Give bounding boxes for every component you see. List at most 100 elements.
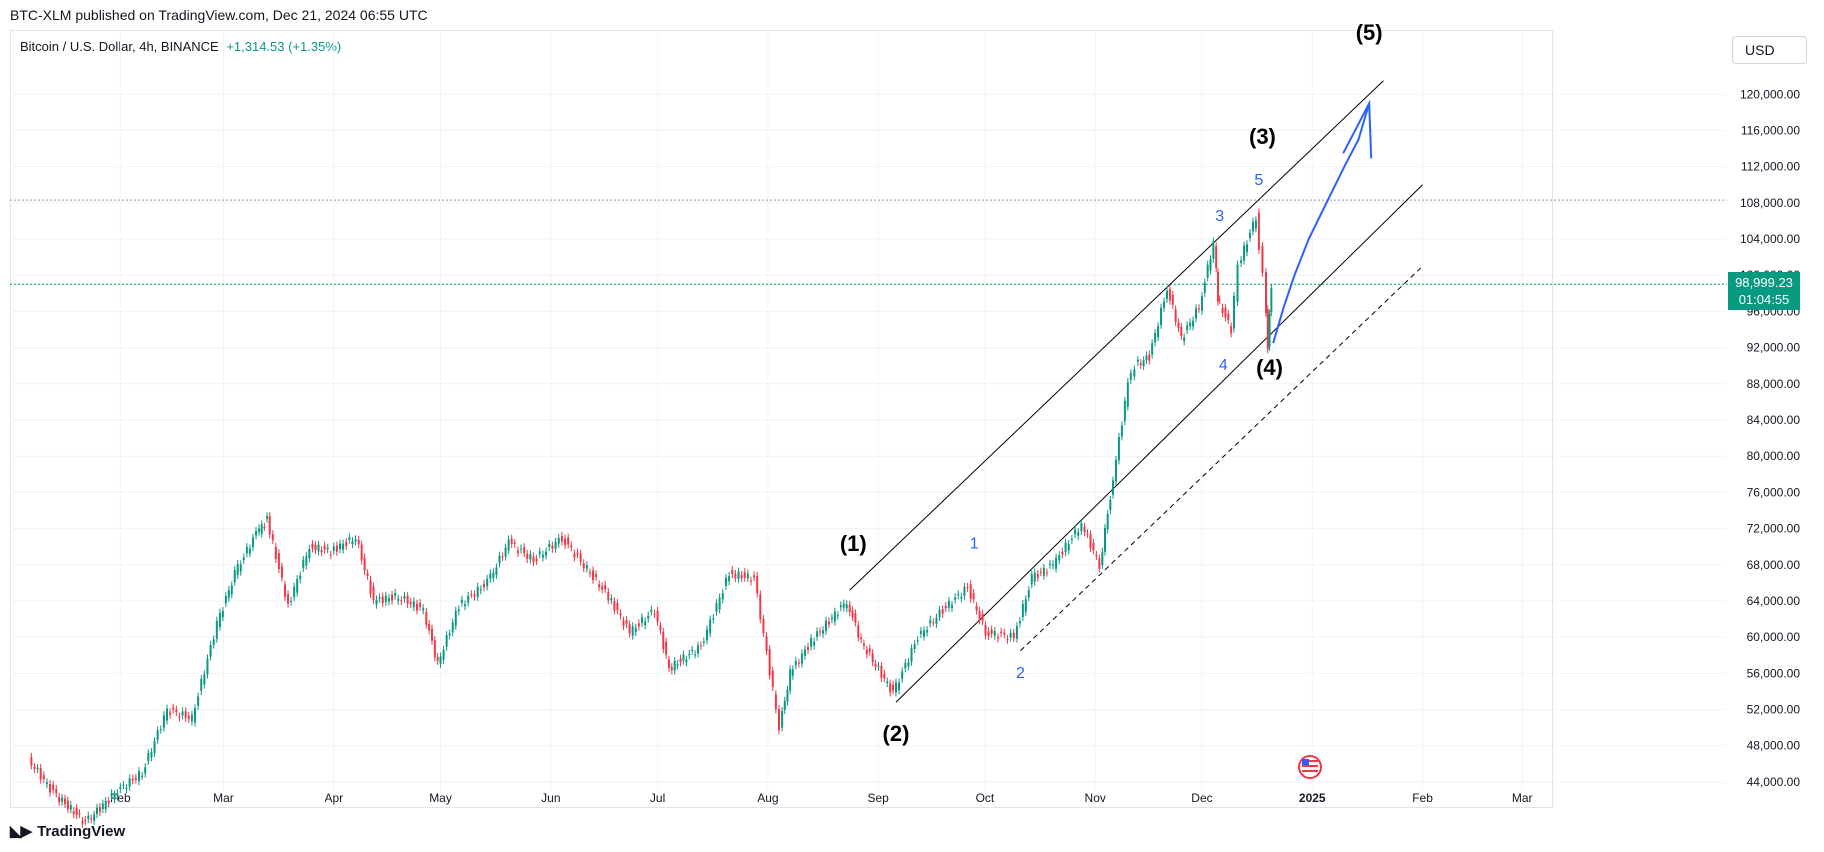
candle-body: [430, 628, 433, 641]
candle-body: [1227, 313, 1230, 320]
candle-body: [756, 575, 759, 594]
candle-body: [1142, 360, 1145, 367]
candle-body: [387, 598, 390, 602]
candle-body: [1163, 301, 1166, 308]
candle-body: [1101, 551, 1104, 566]
tradingview-logo-icon: ◣▶: [10, 823, 32, 840]
candle-body: [483, 583, 486, 588]
candle-body: [172, 707, 175, 710]
y-tick-label: 88,000.00: [1747, 377, 1801, 391]
candle-body: [66, 800, 69, 810]
candle-body: [1246, 244, 1249, 253]
candle-body: [221, 610, 224, 618]
candle-body: [691, 649, 694, 651]
y-tick-label: 72,000.00: [1747, 522, 1801, 536]
candle-body: [1195, 308, 1198, 319]
wave-label: 1: [970, 535, 979, 552]
candle-body: [492, 572, 495, 579]
candle-body: [526, 553, 529, 560]
y-tick-label: 56,000.00: [1747, 666, 1801, 680]
candle-body: [1197, 308, 1200, 310]
candle-body: [523, 547, 526, 553]
symbol-legend[interactable]: Bitcoin / U.S. Dollar, 4h, BINANCE +1,31…: [20, 39, 341, 54]
candle-body: [178, 716, 181, 718]
candle-body: [1133, 369, 1136, 377]
us-flag-event-icon[interactable]: [1298, 755, 1322, 779]
candle-body: [128, 778, 131, 787]
candle-body: [919, 630, 922, 635]
candle-body: [1126, 382, 1129, 407]
candle-body: [954, 597, 957, 600]
currency-button[interactable]: USD: [1732, 36, 1807, 64]
candle-body: [476, 586, 479, 597]
candle-body: [406, 595, 409, 604]
candle-body: [670, 666, 673, 671]
candle-body: [439, 656, 442, 664]
candle-body: [224, 595, 227, 604]
candle-body: [922, 630, 925, 637]
candle-body: [1248, 232, 1251, 238]
candle-body: [728, 575, 731, 582]
y-tick-label: 116,000.00: [1741, 123, 1800, 137]
x-tick-label: Jul: [650, 791, 665, 805]
candle-body: [1036, 573, 1039, 578]
candle-body: [1027, 590, 1030, 598]
candle-body: [116, 793, 119, 797]
candle-body: [1080, 523, 1083, 532]
candle-body: [425, 612, 428, 625]
candle-body: [78, 813, 81, 815]
candle-body: [55, 788, 58, 794]
candle-body: [1064, 542, 1067, 553]
candle-body: [30, 756, 33, 766]
candle-body: [765, 636, 768, 651]
candle-body: [1186, 325, 1189, 331]
candle-body: [1165, 290, 1168, 299]
y-tick-label: 80,000.00: [1747, 449, 1801, 463]
candle-body: [1215, 246, 1218, 269]
candle-body: [166, 708, 169, 721]
candle-body: [501, 556, 504, 558]
candle-body: [1109, 499, 1112, 511]
candle-body: [375, 599, 378, 605]
candle-body: [507, 539, 510, 551]
candle-body: [457, 609, 460, 612]
candle-body: [824, 620, 827, 632]
candle-body: [1070, 539, 1073, 541]
candle-body: [715, 603, 718, 612]
candle-body: [836, 615, 839, 617]
channel-line-solid: [849, 80, 1384, 591]
candle-body: [230, 585, 233, 595]
candle-body: [448, 633, 451, 636]
candle-body: [1151, 343, 1154, 355]
candle-body: [1039, 571, 1042, 573]
candle-body: [122, 784, 125, 786]
candle-body: [409, 601, 412, 605]
candle-body: [1045, 572, 1048, 574]
candle-body: [258, 528, 261, 532]
candle-body: [372, 586, 375, 601]
candle-body: [1074, 529, 1077, 535]
candle-body: [1160, 307, 1163, 326]
footer-brand[interactable]: ◣▶ TradingView: [10, 822, 125, 841]
candle-body: [984, 625, 987, 636]
candle-body: [369, 580, 372, 594]
wave-label: (2): [883, 721, 910, 746]
candle-body: [415, 603, 418, 611]
candle-body: [513, 542, 516, 544]
candle-body: [880, 665, 883, 678]
candle-body: [302, 559, 305, 569]
candle-body: [592, 570, 595, 580]
candle-body: [610, 598, 613, 601]
candle-body: [1117, 436, 1120, 461]
candle-body: [113, 794, 116, 800]
candle-body: [807, 646, 810, 650]
candle-body: [159, 729, 162, 731]
candle-body: [495, 567, 498, 575]
candle-body: [848, 604, 851, 613]
candle-body: [1224, 308, 1227, 318]
candle-body: [746, 573, 749, 579]
candle-body: [58, 796, 61, 803]
candle-body: [428, 623, 431, 631]
candle-body: [679, 658, 682, 663]
